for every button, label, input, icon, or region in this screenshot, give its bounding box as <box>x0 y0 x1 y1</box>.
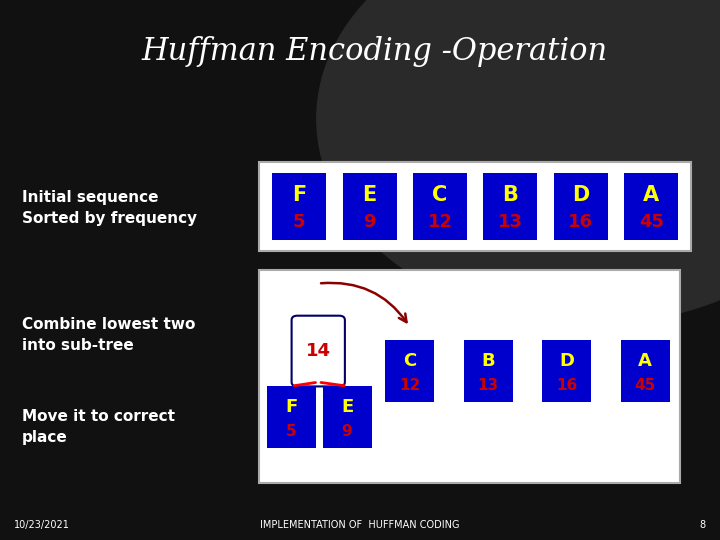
Text: 13: 13 <box>477 378 499 393</box>
FancyArrowPatch shape <box>321 283 407 322</box>
Text: Initial sequence
Sorted by frequency: Initial sequence Sorted by frequency <box>22 190 197 226</box>
Text: A: A <box>638 352 652 370</box>
Text: A: A <box>643 185 660 205</box>
FancyBboxPatch shape <box>464 340 513 402</box>
FancyBboxPatch shape <box>259 270 680 483</box>
Text: C: C <box>403 352 416 370</box>
Text: Huffman Encoding -Operation: Huffman Encoding -Operation <box>141 36 608 67</box>
Circle shape <box>317 0 720 324</box>
Text: E: E <box>341 397 354 416</box>
Text: 16: 16 <box>556 378 577 393</box>
Text: 5: 5 <box>287 424 297 439</box>
FancyBboxPatch shape <box>343 173 397 240</box>
Text: 45: 45 <box>634 378 656 393</box>
Text: 9: 9 <box>342 424 352 439</box>
FancyBboxPatch shape <box>554 173 608 240</box>
FancyBboxPatch shape <box>259 162 691 251</box>
Text: 12: 12 <box>428 213 452 231</box>
FancyBboxPatch shape <box>292 316 345 387</box>
Text: D: D <box>572 185 590 205</box>
Text: F: F <box>292 185 306 205</box>
Text: 10/23/2021: 10/23/2021 <box>14 520 71 530</box>
Text: Combine lowest two
into sub-tree: Combine lowest two into sub-tree <box>22 317 195 353</box>
Text: IMPLEMENTATION OF  HUFFMAN CODING: IMPLEMENTATION OF HUFFMAN CODING <box>260 520 460 530</box>
Text: F: F <box>285 397 298 416</box>
FancyBboxPatch shape <box>267 386 316 448</box>
Text: Move it to correct
place: Move it to correct place <box>22 409 174 444</box>
Text: 5: 5 <box>293 213 305 231</box>
FancyBboxPatch shape <box>413 173 467 240</box>
Text: E: E <box>362 185 377 205</box>
Text: D: D <box>559 352 574 370</box>
FancyBboxPatch shape <box>385 340 434 402</box>
FancyBboxPatch shape <box>272 173 326 240</box>
FancyBboxPatch shape <box>542 340 591 402</box>
Text: 45: 45 <box>639 213 664 231</box>
FancyBboxPatch shape <box>483 173 537 240</box>
Text: 8: 8 <box>699 520 706 530</box>
FancyBboxPatch shape <box>621 340 670 402</box>
Text: C: C <box>433 185 448 205</box>
FancyBboxPatch shape <box>624 173 678 240</box>
Text: 13: 13 <box>498 213 523 231</box>
Text: B: B <box>503 185 518 205</box>
Text: 12: 12 <box>399 378 420 393</box>
Text: 14: 14 <box>306 342 330 360</box>
Text: 9: 9 <box>364 213 376 231</box>
Text: 16: 16 <box>568 213 593 231</box>
Text: B: B <box>482 352 495 370</box>
FancyBboxPatch shape <box>323 386 372 448</box>
